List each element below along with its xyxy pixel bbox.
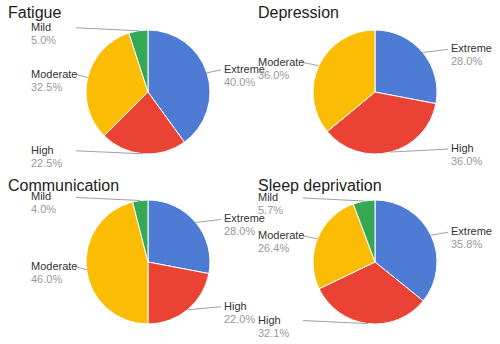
slice-label: Moderate	[258, 229, 304, 241]
leader-line	[207, 70, 221, 73]
slice-label: High	[258, 314, 281, 326]
leader-line	[76, 75, 88, 78]
pie-slice	[375, 30, 437, 104]
chart-title: Fatigue	[8, 4, 61, 21]
leader-line	[431, 232, 448, 235]
slice-label: Extreme	[451, 42, 492, 54]
leader-line	[303, 63, 319, 66]
slice-value-label: 28.0%	[224, 225, 255, 237]
chart-canvas: FatigueExtreme40.0%High22.5%Moderate32.5…	[0, 0, 500, 344]
slice-label: Moderate	[258, 56, 304, 68]
slices	[86, 200, 210, 324]
leader-line	[390, 149, 448, 152]
slice-value-label: 22.0%	[224, 313, 255, 325]
slice-value-label: 32.1%	[258, 327, 289, 339]
slices	[86, 30, 210, 154]
pie-chart: CommunicationExtreme28.0%High22.0%Modera…	[8, 177, 265, 325]
slice-label: Mild	[31, 21, 51, 33]
leader-line	[196, 219, 221, 222]
leader-line	[76, 28, 138, 31]
slice-value-label: 35.8%	[451, 238, 482, 250]
pie-chart: DepressionExtreme28.0%High36.0%Moderate3…	[258, 4, 492, 167]
slice-label: Extreme	[451, 225, 492, 237]
chart-title: Communication	[8, 177, 119, 194]
slice-label: High	[224, 300, 247, 312]
slice-value-label: 46.0%	[31, 273, 62, 285]
slice-value-label: 36.0%	[451, 155, 482, 167]
slice-value-label: 28.0%	[451, 55, 482, 67]
slice-label: Moderate	[31, 260, 77, 272]
pie-chart: FatigueExtreme40.0%High22.5%Moderate32.5…	[8, 4, 265, 169]
leader-line	[303, 198, 364, 201]
slice-label: Mild	[258, 191, 278, 203]
leader-line	[188, 307, 221, 310]
pie-slice	[353, 200, 375, 262]
pie-slice	[129, 30, 148, 92]
slice-value-label: 40.0%	[224, 76, 255, 88]
slice-label: Mild	[31, 190, 51, 202]
slice-label: High	[31, 144, 54, 156]
slice-value-label: 32.5%	[31, 81, 62, 93]
pie-slice	[133, 200, 148, 262]
slice-value-label: 4.0%	[31, 203, 56, 215]
leader-line	[303, 236, 317, 239]
slice-label: High	[451, 142, 474, 154]
slice-value-label: 22.5%	[31, 157, 62, 169]
pie-slice	[313, 30, 375, 132]
slice-value-label: 26.4%	[258, 242, 289, 254]
pie-slice	[148, 200, 210, 274]
pie-slice	[148, 262, 209, 324]
leader-line	[76, 151, 143, 154]
slice-value-label: 5.7%	[258, 204, 283, 216]
slice-label: Moderate	[31, 68, 77, 80]
slices	[313, 200, 437, 324]
leader-line	[303, 321, 368, 324]
slice-value-label: 36.0%	[258, 69, 289, 81]
leader-line	[423, 49, 448, 52]
pie-chart: Sleep deprivationExtreme35.8%High32.1%Mo…	[258, 177, 492, 339]
slices	[313, 30, 437, 154]
chart-title: Depression	[258, 4, 339, 21]
leader-line	[76, 267, 86, 270]
leader-line	[76, 197, 140, 200]
slice-value-label: 5.0%	[31, 34, 56, 46]
